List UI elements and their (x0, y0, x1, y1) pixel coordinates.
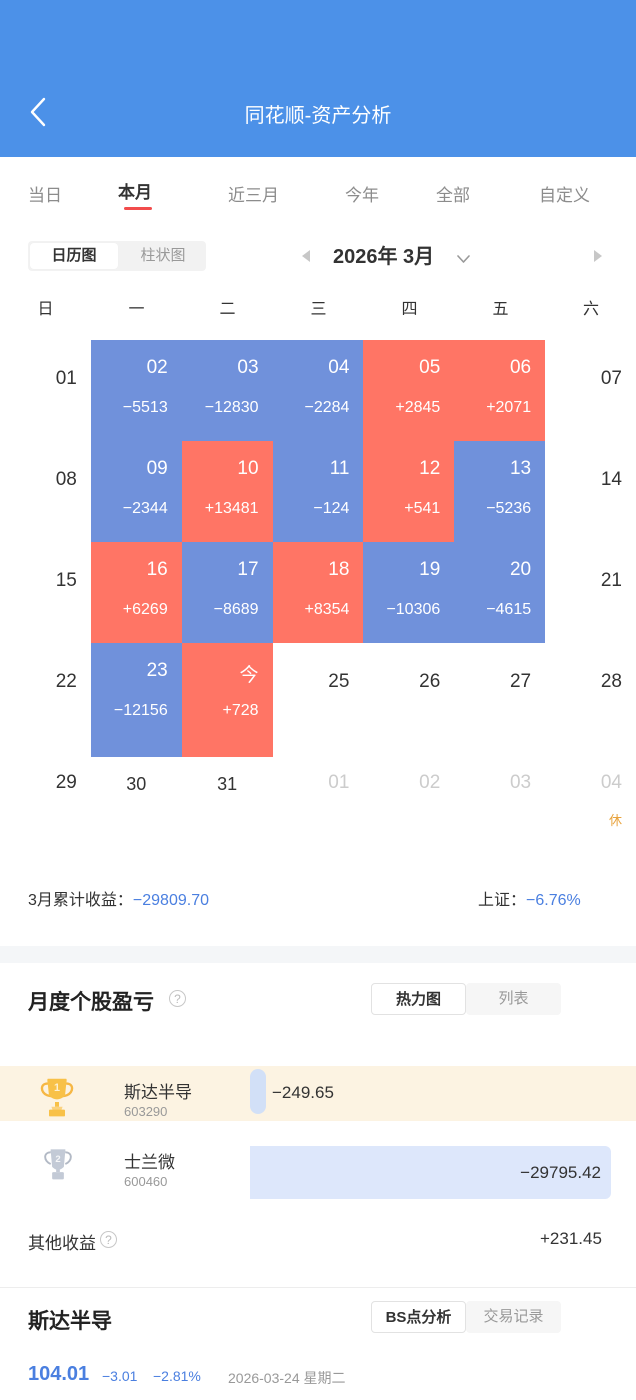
svg-text:1: 1 (54, 1082, 60, 1094)
svg-text:2: 2 (55, 1154, 60, 1165)
